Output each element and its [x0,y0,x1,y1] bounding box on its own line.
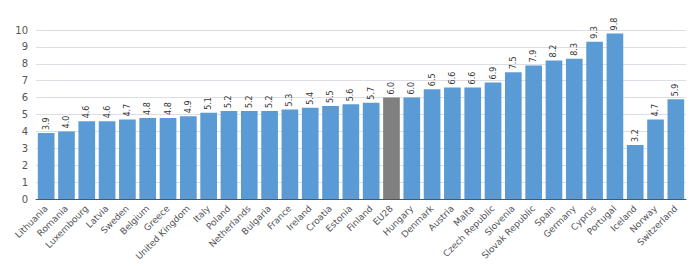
svg-text:3.2: 3.2 [631,129,640,142]
svg-text:Austria: Austria [426,203,456,233]
svg-text:1: 1 [22,177,28,188]
svg-text:5.6: 5.6 [346,89,355,102]
svg-text:Portugal: Portugal [585,203,619,237]
svg-text:Slovak Republic: Slovak Republic [480,203,537,260]
svg-text:Croatia: Croatia [304,203,335,234]
svg-text:Denmark: Denmark [399,203,436,240]
svg-text:4.9: 4.9 [184,100,193,113]
svg-text:7.9: 7.9 [529,50,538,63]
svg-text:Ireland: Ireland [284,203,314,233]
svg-text:3: 3 [22,143,28,154]
svg-text:4.7: 4.7 [651,104,660,117]
svg-text:United Kingdom: United Kingdom [134,203,192,261]
svg-text:8: 8 [22,58,28,69]
svg-text:Finland: Finland [345,203,375,233]
svg-text:4.8: 4.8 [164,102,173,115]
svg-text:Luxembourg: Luxembourg [44,203,91,250]
svg-text:5.7: 5.7 [367,87,376,100]
svg-text:5.5: 5.5 [326,90,335,103]
svg-text:6.5: 6.5 [428,73,437,86]
svg-text:Italy: Italy [191,203,213,225]
svg-text:Germany: Germany [541,203,578,240]
svg-text:6.0: 6.0 [407,82,416,95]
svg-text:Latvia: Latvia [84,203,111,230]
svg-text:5: 5 [22,109,28,120]
svg-text:Bulgaria: Bulgaria [240,203,273,236]
svg-text:Netherlands: Netherlands [207,203,253,250]
svg-text:EU28: EU28 [371,203,395,228]
svg-text:Spain: Spain [532,203,558,229]
svg-text:2: 2 [22,160,28,171]
svg-text:4: 4 [22,126,28,137]
svg-text:6.9: 6.9 [489,67,498,80]
svg-text:5.9: 5.9 [671,84,680,97]
svg-text:6.6: 6.6 [468,72,477,85]
svg-text:Estonia: Estonia [323,203,355,234]
svg-text:4.7: 4.7 [123,104,132,117]
svg-text:9: 9 [22,41,28,52]
svg-text:Malta: Malta [451,203,477,229]
svg-text:0: 0 [22,194,28,205]
svg-text:Slovenia: Slovenia [482,203,517,238]
svg-text:6: 6 [22,92,28,103]
svg-text:10: 10 [15,25,28,36]
svg-text:France: France [265,203,294,232]
svg-text:Hungary: Hungary [381,203,416,238]
svg-text:5.2: 5.2 [265,95,274,108]
svg-text:Sweden: Sweden [98,203,131,236]
svg-text:7.5: 7.5 [509,57,518,70]
svg-text:4.6: 4.6 [103,106,112,119]
svg-text:6.0: 6.0 [387,82,396,95]
svg-text:4.0: 4.0 [62,116,71,129]
svg-text:5.4: 5.4 [306,92,315,105]
svg-text:3.9: 3.9 [42,117,51,130]
svg-text:Greece: Greece [141,203,172,234]
svg-text:4.6: 4.6 [82,106,91,119]
svg-text:5.2: 5.2 [245,95,254,108]
svg-text:Belgium: Belgium [118,203,152,237]
svg-text:5.1: 5.1 [204,97,213,110]
svg-text:6.6: 6.6 [448,72,457,85]
svg-text:9.8: 9.8 [610,18,619,31]
svg-text:4.8: 4.8 [143,102,152,115]
svg-text:Czech Republic: Czech Republic [441,203,497,259]
svg-text:7: 7 [22,75,28,86]
svg-text:8.3: 8.3 [570,43,579,56]
svg-text:Switzerland: Switzerland [635,203,679,247]
svg-text:Norway: Norway [627,203,660,235]
svg-text:Cyprus: Cyprus [568,203,599,233]
svg-text:5.3: 5.3 [285,94,294,107]
svg-text:Iceland: Iceland [608,203,639,234]
svg-text:Romania: Romania [35,203,70,239]
svg-text:5.2: 5.2 [224,95,233,108]
svg-text:Lithuania: Lithuania [13,203,50,240]
svg-text:Poland: Poland [204,203,233,232]
svg-text:9.3: 9.3 [590,26,599,39]
svg-text:8.2: 8.2 [549,45,558,58]
